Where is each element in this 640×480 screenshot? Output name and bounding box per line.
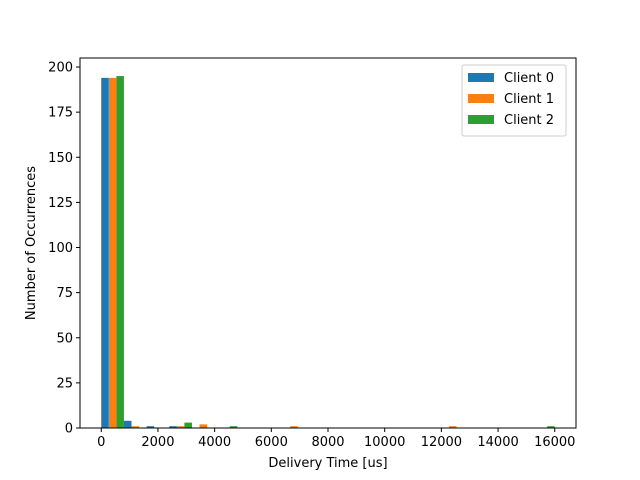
y-tick-label: 50 <box>56 331 73 346</box>
x-tick-label: 0 <box>97 435 105 450</box>
x-axis: 0 2000 4000 6000 8000 10000 12000 14000 16000 <box>97 428 575 450</box>
legend-swatch <box>468 94 494 103</box>
x-tick-label: 4000 <box>198 435 231 450</box>
bar <box>116 76 124 429</box>
x-tick-label: 10000 <box>364 435 405 450</box>
y-tick-label: 150 <box>48 151 73 166</box>
y-tick-label: 25 <box>56 376 73 391</box>
bar <box>199 424 208 428</box>
y-axis-label: Number of Occurrences <box>24 166 39 320</box>
bar <box>123 420 132 428</box>
legend-label: Client 1 <box>504 92 554 107</box>
bar <box>101 77 109 428</box>
legend-label: Client 0 <box>504 71 554 86</box>
x-tick-label: 14000 <box>477 435 518 450</box>
legend: Client 0 Client 1 Client 2 <box>461 64 567 137</box>
x-tick-label: 2000 <box>141 435 174 450</box>
bar <box>448 426 457 428</box>
y-tick-label: 75 <box>56 286 73 301</box>
y-tick-label: 125 <box>48 196 73 211</box>
bar <box>547 426 555 428</box>
legend-label: Client 2 <box>504 113 554 128</box>
bar <box>146 426 155 428</box>
bar <box>169 426 177 428</box>
bar <box>176 426 185 428</box>
bar <box>108 77 117 428</box>
bars-layer <box>101 76 555 429</box>
y-tick-label: 175 <box>48 106 73 121</box>
x-tick-label: 6000 <box>255 435 288 450</box>
x-tick-label: 8000 <box>311 435 344 450</box>
bar <box>290 426 298 428</box>
y-tick-label: 100 <box>48 241 73 256</box>
x-tick-label: 16000 <box>534 435 575 450</box>
y-axis: 0 25 50 75 100 125 150 175 200 <box>48 61 80 437</box>
legend-swatch <box>468 115 494 124</box>
x-tick-label: 12000 <box>421 435 462 450</box>
bar <box>131 426 140 428</box>
y-tick-label: 0 <box>65 422 73 437</box>
legend-swatch <box>468 73 494 82</box>
bar <box>229 426 238 428</box>
y-tick-label: 200 <box>48 61 73 76</box>
x-axis-label: Delivery Time [us] <box>268 456 387 471</box>
bar <box>184 422 192 428</box>
